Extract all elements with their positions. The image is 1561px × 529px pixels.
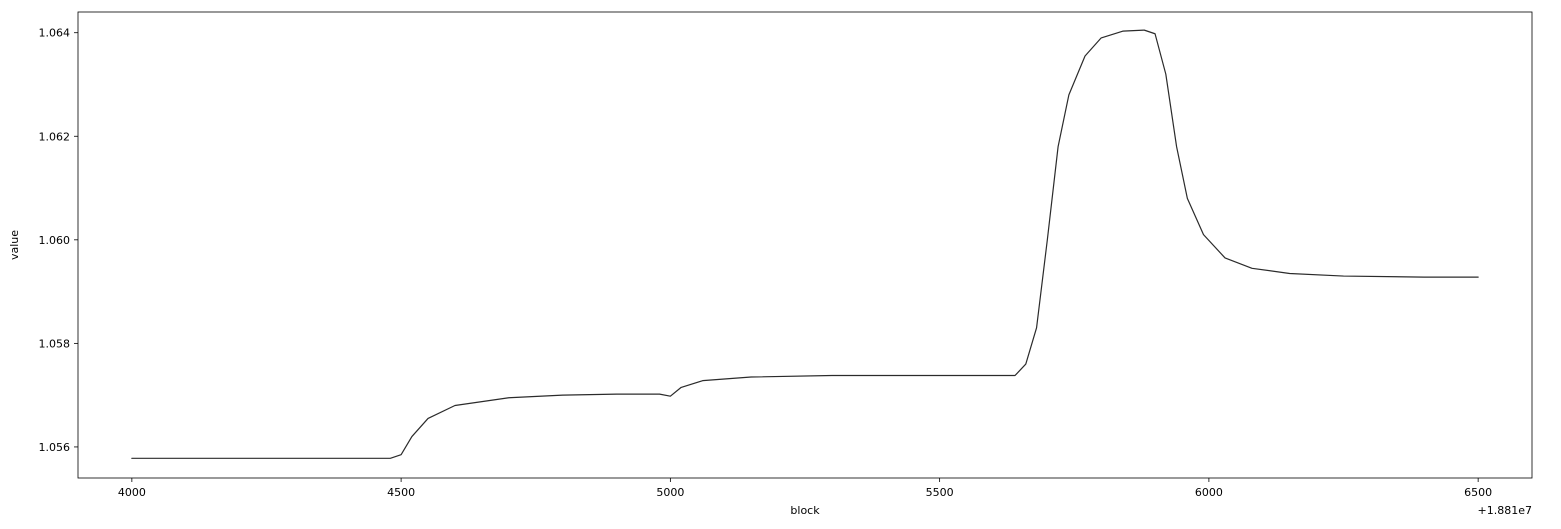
y-tick-label: 1.060 (39, 234, 71, 247)
x-axis-label: block (790, 504, 820, 517)
line-chart: 4000 4500 5000 5500 6000 6500 1.056 1.058 1.060 1… (0, 0, 1561, 525)
y-tick-label: 1.056 (39, 441, 71, 454)
x-tick-label: 4000 (118, 486, 146, 499)
y-tick-label: 1.062 (39, 130, 71, 143)
x-tick-label: 4500 (387, 486, 415, 499)
chart-svg: 4000 4500 5000 5500 6000 6500 1.056 1.058 1.060 1… (0, 0, 1561, 525)
y-axis-label: value (8, 230, 21, 260)
x-tick-label: 5000 (656, 486, 684, 499)
x-tick-label: 6500 (1464, 486, 1492, 499)
x-axis-offset-text: +1.881e7 (1478, 504, 1532, 517)
y-tick-label: 1.064 (39, 27, 71, 40)
y-tick-label: 1.058 (39, 337, 71, 350)
chart-background (0, 0, 1561, 525)
x-tick-label: 6000 (1195, 486, 1223, 499)
x-tick-label: 5500 (926, 486, 954, 499)
